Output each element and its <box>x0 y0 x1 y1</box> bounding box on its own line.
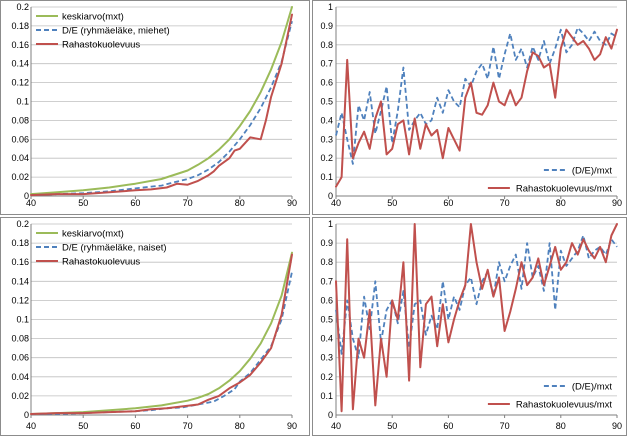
x-tick-label: 90 <box>287 198 297 208</box>
legend-label: keskiarvo(mxt) <box>62 12 124 23</box>
series-line-d-e-mxt <box>335 234 618 359</box>
y-tick-label: 0.14 <box>11 276 29 286</box>
y-tick-label: 0.12 <box>11 295 29 305</box>
y-tick-label: 0.1 <box>16 315 29 325</box>
series-line-d-e-ryhmäeläke-miehet <box>30 20 293 196</box>
x-tick-label: 70 <box>500 198 510 208</box>
y-tick-label: 0.1 <box>320 172 333 182</box>
legend-label: Rahastokuolevuus/mxt <box>516 400 612 411</box>
x-tick-label: 80 <box>235 421 245 431</box>
y-tick-label: 0.5 <box>320 315 333 325</box>
x-tick-label: 90 <box>612 421 622 431</box>
y-tick-label: 0 <box>24 191 29 201</box>
y-tick-label: 0.2 <box>320 372 333 382</box>
y-tick-label: 0.6 <box>320 295 333 305</box>
series-line-d-e-mxt <box>335 26 618 165</box>
legend-top-left: keskiarvo(mxt) D/E (ryhmäeläke, miehet) Ra… <box>36 12 170 51</box>
y-tick-label: 0.7 <box>320 59 333 69</box>
chart-bottom-right: 0 0.1 0.2 0.3 0.4 0.5 0.6 0.7 0.8 0.9 1 40 50 60 70 80 9… <box>320 219 622 431</box>
x-tick-label: 50 <box>387 421 397 431</box>
y-tick-label: 0.3 <box>320 353 333 363</box>
y-tick-label: 0 <box>328 410 333 420</box>
x-tick-label: 40 <box>331 421 341 431</box>
legend-label: D/E (ryhmäeläke, miehet) <box>62 26 170 37</box>
y-tick-label: 0.16 <box>11 40 29 50</box>
panel-top-left-frame <box>0 0 310 215</box>
x-tick-label: 70 <box>183 198 193 208</box>
y-tick-label: 0.08 <box>11 115 29 125</box>
y-tick-label: 0.12 <box>11 78 29 88</box>
series-line-rahastokuolevuus <box>30 253 293 415</box>
y-tick-label: 0.4 <box>320 115 333 125</box>
series-line-rahastokuolevuus <box>30 13 293 197</box>
x-tick-label: 60 <box>130 421 140 431</box>
x-tick-label: 80 <box>556 198 566 208</box>
y-tick-label: 0.18 <box>11 238 29 248</box>
x-tick-label: 80 <box>556 421 566 431</box>
legend-top-right: (D/E)/mxt Rahastokuolevuus/mxt <box>487 166 612 195</box>
y-tick-label: 0.7 <box>320 276 333 286</box>
legend-label: (D/E)/mxt <box>572 382 612 393</box>
y-tick-label: 0 <box>328 191 333 201</box>
y-tick-label: 0.06 <box>11 134 29 144</box>
y-tick-label: 0.02 <box>11 172 29 182</box>
x-tick-label: 90 <box>287 421 297 431</box>
x-tick-label: 70 <box>500 421 510 431</box>
y-tick-label: 0.06 <box>11 353 29 363</box>
y-tick-label: 0.2 <box>320 153 333 163</box>
y-tick-label: 0.08 <box>11 334 29 344</box>
y-tick-label: 0.18 <box>11 21 29 31</box>
y-tick-label: 0.04 <box>11 153 29 163</box>
y-tick-label: 0.04 <box>11 372 29 382</box>
x-tick-label: 50 <box>387 198 397 208</box>
y-tick-label: 0.2 <box>16 2 29 12</box>
legend-label: Rahastokuolevuus <box>62 257 140 268</box>
y-tick-label: 0.8 <box>320 257 333 267</box>
legend-label: (D/E)/mxt <box>572 166 612 177</box>
y-tick-label: 0 <box>24 410 29 420</box>
series-line-rahastokuolevuus-mxt <box>335 28 618 188</box>
chart-top-left: 0 0.02 0.04 0.06 0.08 0.1 0.12 0.14 0.16 0.18 0.2 4… <box>11 2 297 208</box>
x-tick-label: 50 <box>78 198 88 208</box>
x-tick-label: 60 <box>130 198 140 208</box>
x-tick-label: 40 <box>26 421 36 431</box>
y-tick-label: 1 <box>328 219 333 229</box>
y-tick-label: 0.16 <box>11 257 29 267</box>
y-tick-label: 0.1 <box>320 391 333 401</box>
legend-label: Rahastokuolevuus/mxt <box>516 184 612 195</box>
x-tick-label: 50 <box>78 421 88 431</box>
y-tick-label: 0.8 <box>320 40 333 50</box>
y-tick-label: 0.1 <box>16 97 29 107</box>
x-tick-label: 40 <box>331 198 341 208</box>
legend-label: D/E (ryhmäeläke, naiset) <box>62 243 167 254</box>
series-line-rahastokuolevuus-mxt <box>335 223 618 413</box>
y-tick-label: 0.5 <box>320 97 333 107</box>
series-line-keskiarvo-mxt <box>30 251 293 415</box>
x-tick-label: 40 <box>26 198 36 208</box>
chart-top-right: 0 0.1 0.2 0.3 0.4 0.5 0.6 0.7 0.8 0.9 1 40 50 60 70 80 9… <box>320 2 622 208</box>
x-tick-label: 60 <box>443 421 453 431</box>
y-tick-label: 0.14 <box>11 59 29 69</box>
y-tick-label: 0.3 <box>320 134 333 144</box>
series-line-d-e-ryhmäeläke-naiset <box>31 271 293 415</box>
chart-bottom-left: 0 0.02 0.04 0.06 0.08 0.1 0.12 0.14 0.16 0.18 0.2 4… <box>11 219 297 431</box>
legend-label: keskiarvo(mxt) <box>62 229 124 240</box>
y-tick-label: 0.9 <box>320 21 333 31</box>
series-line-keskiarvo-mxt <box>30 6 293 196</box>
y-tick-label: 0.9 <box>320 238 333 248</box>
y-tick-label: 0.4 <box>320 334 333 344</box>
y-tick-label: 0.6 <box>320 78 333 88</box>
x-tick-label: 70 <box>183 421 193 431</box>
legend-label: Rahastokuolevuus <box>62 40 140 51</box>
y-tick-label: 0.2 <box>16 219 29 229</box>
x-tick-label: 60 <box>443 198 453 208</box>
y-tick-label: 0.02 <box>11 391 29 401</box>
x-tick-label: 80 <box>235 198 245 208</box>
y-tick-label: 1 <box>328 2 333 12</box>
legend-bottom-left: keskiarvo(mxt) D/E (ryhmäeläke, naiset) Ra… <box>36 229 167 268</box>
legend-bottom-right: (D/E)/mxt Rahastokuolevuus/mxt <box>487 382 612 411</box>
x-tick-label: 90 <box>612 198 622 208</box>
